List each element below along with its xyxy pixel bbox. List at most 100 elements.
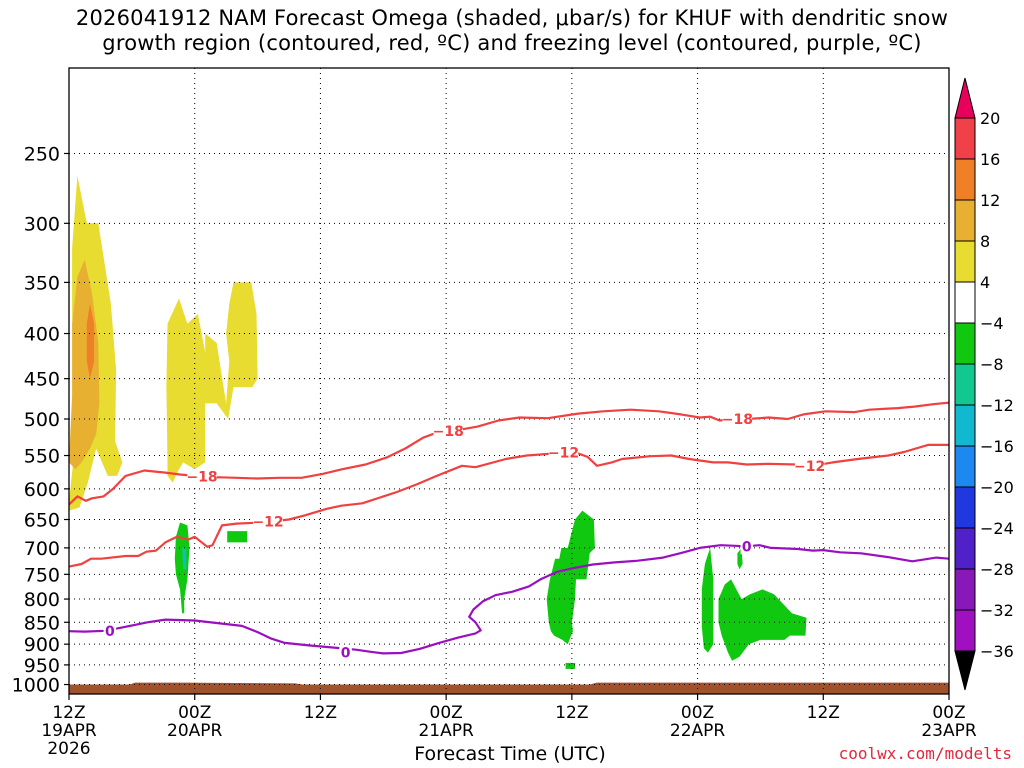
colorbar-label: 16	[980, 150, 1000, 169]
omega-region	[565, 662, 575, 669]
contour-label: −12	[548, 446, 579, 462]
title-line-2: growth region (contoured, red, ºC) and f…	[102, 31, 922, 55]
x-tick-time: 00Z	[430, 703, 463, 723]
colorbar: 20 16 12 8 4 −4 −8 −12 −16 −20 −24 −28 −32 −36	[954, 77, 1014, 691]
colorbar-label: 12	[980, 191, 1000, 210]
y-tick-label: 650	[24, 510, 60, 532]
omega-region	[546, 510, 595, 645]
colorbar-label: −36	[980, 642, 1014, 661]
contour-label: −18	[433, 424, 464, 440]
grid-lines	[69, 68, 949, 694]
colorbar-label: 20	[980, 109, 1000, 128]
colorbar-label: −32	[980, 601, 1014, 620]
source-credit: coolwx.com/modelts	[838, 744, 1012, 763]
omega-region	[174, 522, 190, 614]
colorbar-label: −4	[980, 314, 1004, 333]
contour-labels: −18 −12 −18 −12 −18 −12 0 0 0	[103, 411, 825, 662]
y-tick-label: 1000	[12, 675, 60, 697]
title-line-1: 2026041912 NAM Forecast Omega (shaded, μ…	[75, 6, 949, 30]
contour-label-bg	[339, 644, 352, 661]
x-tick-date: 19APR	[41, 721, 97, 741]
colorbar-label: −16	[980, 437, 1014, 456]
x-tick-time: 12Z	[304, 703, 337, 723]
omega-region	[718, 579, 807, 661]
colorbar-segment	[954, 117, 976, 160]
y-tick-label: 550	[24, 446, 60, 468]
contour-label: −12	[794, 459, 825, 475]
colorbar-segment	[954, 281, 976, 324]
contour-label-bg	[433, 423, 463, 440]
colorbar-label: −12	[980, 396, 1014, 415]
colorbar-segment	[954, 199, 976, 242]
contour-label-bg	[253, 513, 283, 530]
colorbar-segment	[954, 445, 976, 488]
colorbar-label: −24	[980, 519, 1014, 538]
colorbar-segment	[954, 322, 976, 365]
chart-title: 2026041912 NAM Forecast Omega (shaded, μ…	[0, 6, 1024, 56]
contour-label: 0	[105, 624, 115, 640]
x-tick-date: 23APR	[921, 721, 977, 741]
omega-region	[701, 547, 714, 653]
x-tick-date: 22APR	[670, 721, 726, 741]
y-tick-label: 450	[24, 369, 60, 391]
colorbar-segment	[954, 486, 976, 529]
omega-region	[86, 303, 95, 379]
y-tick-label: 400	[24, 324, 60, 346]
x-tick-time: 12Z	[807, 703, 840, 723]
y-tick-label: 850	[24, 612, 60, 634]
colorbar-top-arrow	[954, 77, 976, 119]
x-tick-time: 00Z	[681, 703, 714, 723]
colorbar-segment	[954, 240, 976, 283]
temperature-contours	[69, 401, 949, 655]
colorbar-label: −20	[980, 478, 1014, 497]
contour-label-bg	[740, 538, 754, 555]
colorbar-label: 4	[980, 273, 990, 292]
omega-region	[166, 282, 258, 483]
omega-region	[69, 259, 100, 470]
y-tick-label: 700	[24, 538, 60, 560]
omega-shading	[69, 175, 807, 669]
contour-label-bg	[794, 457, 825, 474]
y-tick-label: 600	[24, 479, 60, 501]
colorbar-segment	[954, 158, 976, 201]
y-tick-label: 300	[24, 213, 60, 235]
colorbar-label: 8	[980, 232, 990, 251]
y-tick-label: 950	[24, 655, 60, 677]
colorbar-segment	[954, 404, 976, 447]
y-tick-label: 350	[24, 272, 60, 294]
omega-region	[183, 553, 186, 564]
contour-label: −12	[252, 514, 283, 530]
x-tick-year: 2026	[47, 739, 90, 759]
colorbar-bottom-arrow	[954, 650, 976, 691]
contour-label: −18	[722, 412, 753, 428]
colorbar-label: −28	[980, 560, 1014, 579]
x-tick-date: 20APR	[167, 721, 223, 741]
colorbar-segment	[954, 363, 976, 406]
x-tick-time: 12Z	[52, 703, 85, 723]
x-tick-time: 00Z	[932, 703, 965, 723]
freezing-level-line	[69, 544, 949, 655]
y-tick-label: 250	[24, 143, 60, 165]
contour-label-bg	[103, 622, 117, 639]
dgz-contour-line	[69, 401, 949, 506]
x-tick-time: 12Z	[555, 703, 588, 723]
omega-region	[227, 531, 248, 543]
contour-label: −18	[186, 470, 217, 486]
colorbar-segment	[954, 609, 976, 652]
y-tick-label: 900	[24, 634, 60, 656]
contour-label-bg	[548, 444, 579, 461]
plot-frame	[68, 67, 950, 695]
ground-surface	[69, 682, 949, 694]
pressure-axis: 2503003504004505005506006507007508008509…	[12, 143, 69, 697]
contour-label: 0	[742, 539, 752, 555]
contour-label-bg	[722, 411, 753, 428]
x-axis-title: Forecast Time (UTC)	[414, 743, 606, 765]
y-tick-label: 750	[24, 564, 60, 586]
ground-fill	[69, 682, 949, 694]
colorbar-segment	[954, 568, 976, 611]
y-tick-label: 500	[24, 409, 60, 431]
contour-label-bg	[187, 468, 217, 485]
y-tick-label: 800	[24, 589, 60, 611]
